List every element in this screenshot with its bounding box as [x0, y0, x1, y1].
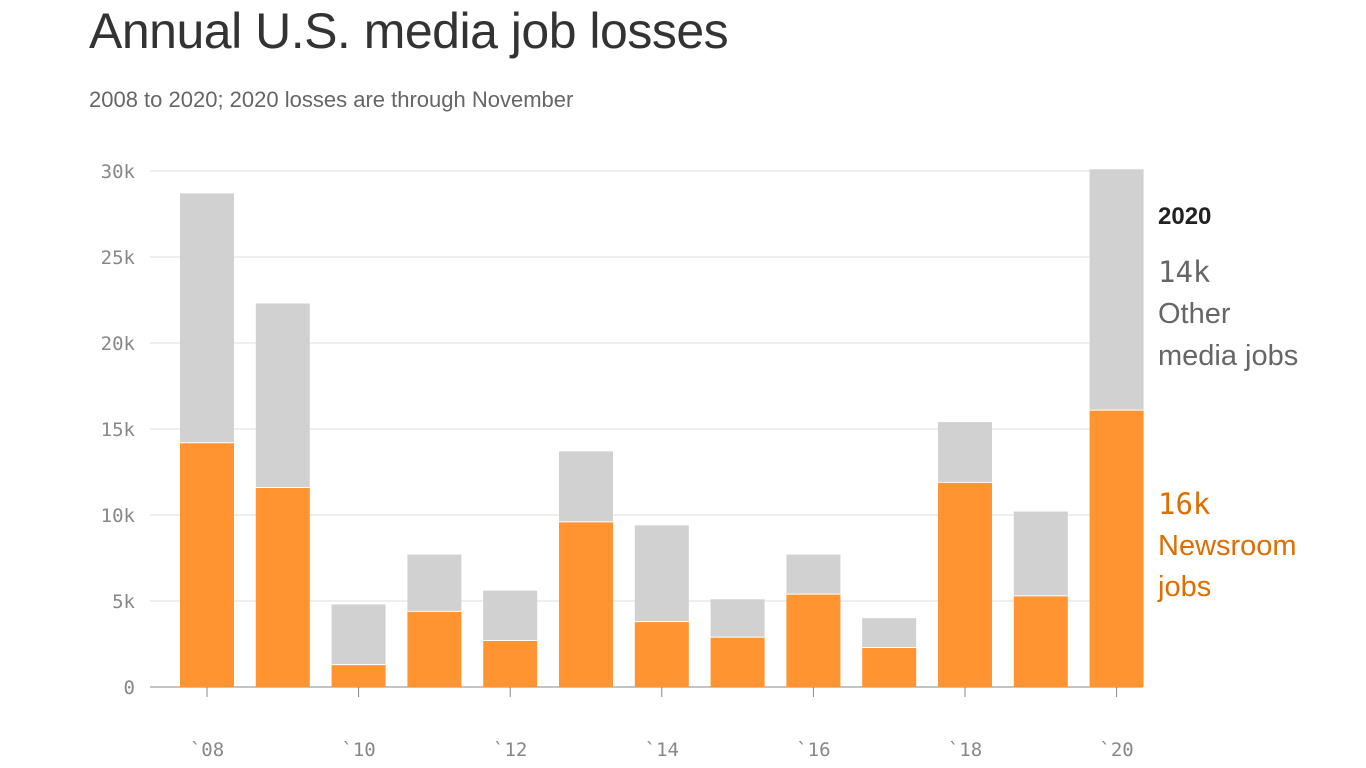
bar-newsroom [255, 487, 310, 687]
bar-newsroom [1089, 410, 1144, 687]
bar-other [559, 451, 613, 522]
chart-title: Annual U.S. media job losses [89, 3, 729, 59]
bar-newsroom [786, 594, 841, 687]
y-tick-label: 10k [101, 505, 136, 527]
bar-other [407, 554, 462, 612]
y-tick-label: 5k [112, 591, 135, 613]
annotation-newsroom-label-2: jobs [1158, 571, 1212, 603]
bar-newsroom [938, 482, 992, 687]
bar-other [1089, 169, 1144, 411]
bar-newsroom [483, 640, 538, 687]
annotation-newsroom-label-1: Newsroom [1158, 530, 1297, 562]
x-tick-label: `20 [1099, 739, 1133, 761]
x-tick-label: `08 [190, 739, 224, 761]
bar-newsroom [1013, 595, 1068, 687]
bar-other [1013, 511, 1068, 596]
y-tick-label: 20k [101, 333, 136, 355]
bar-other [634, 525, 689, 622]
y-tick-label: 30k [101, 161, 136, 183]
bar-other [255, 303, 310, 488]
bar-other [331, 604, 386, 665]
y-tick-label: 0 [124, 677, 135, 699]
bar-other [938, 422, 992, 483]
annotation-other-label-1: Other [1158, 298, 1231, 330]
bar-newsroom [407, 611, 462, 687]
annotation-year: 2020 [1158, 203, 1212, 230]
annotation-other-value: 14k [1158, 255, 1211, 289]
bar-other [483, 590, 538, 641]
bar-newsroom [331, 664, 386, 687]
y-tick-label: 25k [101, 247, 136, 269]
bar-newsroom [862, 647, 917, 687]
bar-other [710, 599, 765, 638]
chart-subtitle: 2008 to 2020; 2020 losses are through No… [89, 87, 574, 112]
x-tick-label: `14 [645, 739, 679, 761]
x-tick-label: `10 [341, 739, 375, 761]
bar-newsroom [634, 621, 689, 687]
x-tick-label: `12 [493, 739, 527, 761]
bar-newsroom [710, 637, 765, 687]
bar-other [862, 618, 917, 648]
annotation-other-label-2: media jobs [1158, 340, 1299, 372]
annotation-newsroom-value: 16k [1158, 487, 1211, 521]
bar-newsroom [180, 442, 234, 687]
bar-other [786, 554, 841, 595]
bar-newsroom [559, 521, 613, 687]
x-tick-label: `16 [796, 739, 830, 761]
y-tick-label: 15k [101, 419, 136, 441]
x-tick-label: `18 [948, 739, 982, 761]
bar-other [180, 193, 234, 443]
